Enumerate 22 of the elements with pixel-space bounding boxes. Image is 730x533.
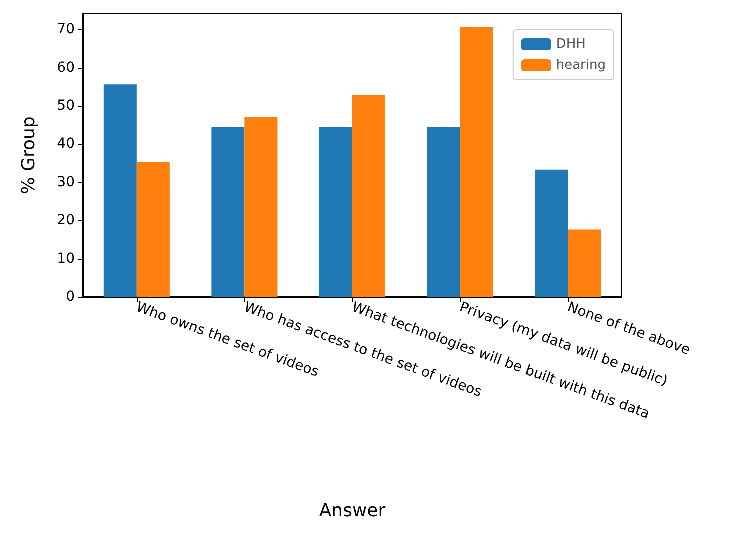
bar bbox=[568, 230, 602, 297]
bar bbox=[352, 94, 386, 297]
y-tick-label: 50 bbox=[57, 98, 75, 114]
bar bbox=[535, 170, 568, 297]
bar bbox=[320, 127, 352, 297]
legend-label: DHH bbox=[556, 37, 586, 52]
bar bbox=[460, 27, 494, 297]
y-tick-label: 40 bbox=[57, 136, 75, 152]
y-tick-label: 60 bbox=[57, 60, 75, 76]
x-axis-title: Answer bbox=[319, 500, 386, 522]
bar bbox=[427, 127, 460, 297]
y-tick-label: 10 bbox=[57, 250, 75, 267]
y-tick-label: 20 bbox=[57, 212, 75, 229]
bar bbox=[104, 84, 137, 297]
bar bbox=[212, 127, 245, 297]
y-tick-label: 0 bbox=[66, 289, 75, 305]
y-tick-label: 30 bbox=[57, 174, 75, 190]
bar bbox=[244, 117, 278, 297]
y-axis-title: % Group bbox=[18, 116, 40, 194]
y-tick-label: 70 bbox=[57, 22, 75, 38]
bar bbox=[136, 162, 170, 297]
legend-label: hearing bbox=[556, 58, 606, 73]
